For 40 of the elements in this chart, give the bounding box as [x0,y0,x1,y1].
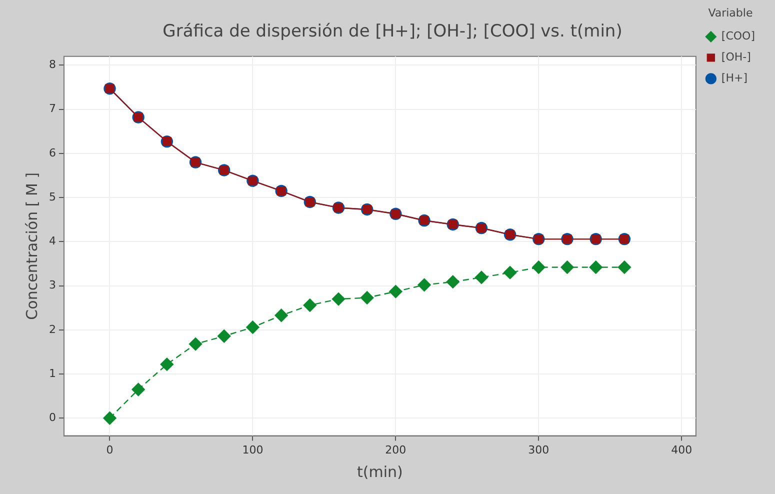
point [132,382,145,396]
chart-title: Gráfica de dispersión de [H+]; [OH-]; [COO] vs. t(min) [162,22,622,42]
point [218,329,231,343]
legend-title: Variable [708,6,753,20]
point [418,278,431,292]
point [618,260,632,274]
point [360,291,374,304]
x-tick-label: 0 [106,443,114,456]
y-tick-label: 7 [49,102,56,116]
point [160,358,174,371]
y-tick-label: 8 [49,58,56,72]
y-tick-label: 3 [49,278,56,292]
y-tick-label: 2 [49,322,56,336]
point [332,292,346,306]
y-axis-title: Concentración [ M ] [22,172,41,320]
x-tick-label: 300 [528,443,550,456]
legend-label: [H+] [721,72,748,85]
x-tick-label: 400 [671,443,692,456]
point [503,266,517,280]
point [474,270,488,284]
legend-label: [OH-] [721,50,751,64]
point [103,412,116,425]
x-axis-title: t(min) [357,462,403,481]
legend-label: [COO] [721,30,756,43]
y-tick-label: 5 [49,190,56,204]
x-tick-label: 200 [385,443,406,456]
point [446,275,460,288]
point [246,320,260,334]
y-tick-label: 0 [49,411,56,424]
y-tick-label: 4 [49,234,56,248]
point [303,298,317,312]
point [589,260,602,274]
y-tick-label: 6 [49,146,56,160]
point [274,308,288,322]
point [532,260,546,274]
y-tick-label: 1 [49,366,56,380]
point [188,337,202,351]
x-tick-label: 100 [242,443,264,456]
point [560,260,574,274]
point [389,284,402,298]
